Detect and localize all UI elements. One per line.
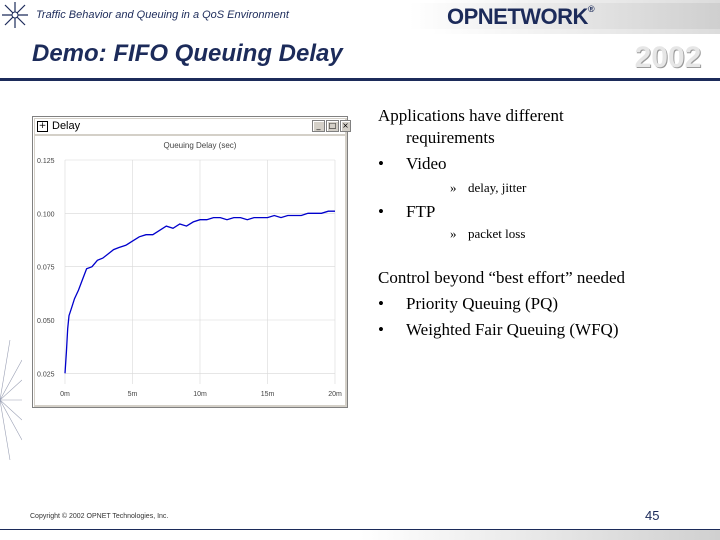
slide-title: Demo: FIFO Queuing Delay xyxy=(32,40,343,67)
chart-title: Queuing Delay (sec) xyxy=(164,141,237,150)
y-tick-label: 0.100 xyxy=(37,211,55,218)
copyright: Copyright © 2002 OPNET Technologies, Inc… xyxy=(30,513,169,520)
bullet-pq: • Priority Queuing (PQ) xyxy=(378,294,559,313)
y-tick-label: 0.050 xyxy=(37,318,55,325)
decorative-starburst-icon xyxy=(0,340,22,460)
control-heading: Control beyond “best effort” needed xyxy=(378,268,626,287)
window-body: 0.025 0.050 0.075 0.100 0.125 0m 5m 10m 15m 20m … xyxy=(35,136,345,405)
close-button[interactable]: × xyxy=(340,120,351,132)
window-system-icon[interactable]: + xyxy=(37,121,48,132)
x-tick-label: 0m xyxy=(60,391,70,398)
sub-bullet-ftp: » packet loss xyxy=(450,226,526,241)
page-number: 45 xyxy=(645,508,660,523)
bottom-bar xyxy=(0,530,720,540)
sub-bullet-video: » delay, jitter xyxy=(450,180,527,195)
title-divider xyxy=(0,78,720,81)
x-tick-label: 20m xyxy=(328,391,342,398)
maximize-button[interactable]: □ xyxy=(326,120,339,132)
y-tick-label: 0.025 xyxy=(37,371,55,378)
opnetwork-logo: OPNETWORK® xyxy=(447,4,595,29)
starburst-icon xyxy=(2,2,28,28)
x-tick-label: 10m xyxy=(193,391,207,398)
chart-background xyxy=(35,136,345,405)
year-badge: 2002 xyxy=(634,41,702,74)
minimize-button[interactable]: _ xyxy=(312,120,325,132)
bullet-wfq: • Weighted Fair Queuing (WFQ) xyxy=(378,320,619,339)
x-tick-label: 5m xyxy=(128,391,138,398)
x-tick-label: 15m xyxy=(261,391,275,398)
window-title: Delay xyxy=(52,120,81,132)
y-tick-label: 0.125 xyxy=(37,158,55,165)
series-line xyxy=(64,210,335,374)
bullet-video: • Video xyxy=(378,154,447,173)
bullet-ftp: • FTP xyxy=(378,202,436,221)
bottom-divider xyxy=(0,529,720,530)
y-tick-label: 0.075 xyxy=(37,265,55,272)
intro-line-2: requirements xyxy=(406,128,495,147)
window-titlebar[interactable]: + Delay _ □ × xyxy=(35,119,351,135)
presentation-title: Traffic Behavior and Queuing in a QoS En… xyxy=(36,9,289,21)
intro-line-1: Applications have different xyxy=(378,106,564,125)
delay-window[interactable]: + Delay _ □ × 0.025 0.050 0.075 0.100 0.125 … xyxy=(32,116,351,408)
header-strip xyxy=(30,3,720,29)
header-bar: Traffic Behavior and Queuing in a QoS En… xyxy=(0,0,720,34)
